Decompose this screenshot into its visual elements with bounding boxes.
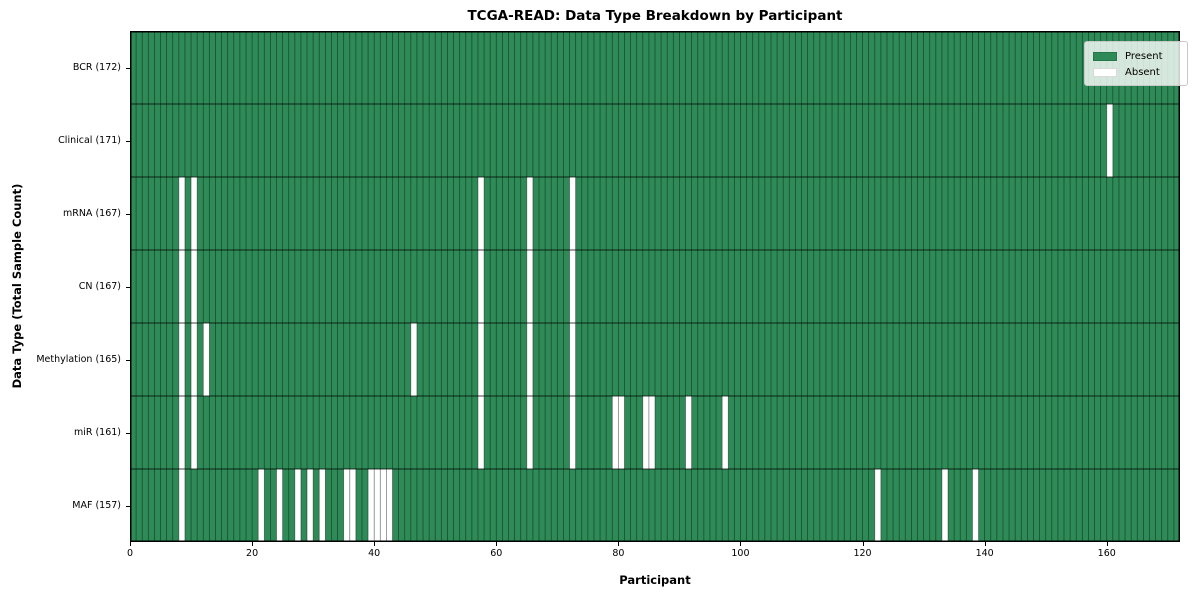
y-tick-mark bbox=[126, 67, 130, 69]
y-tick-label: Clinical (171) bbox=[58, 134, 121, 146]
x-tick-label: 60 bbox=[490, 548, 503, 559]
x-tick-mark bbox=[130, 542, 131, 546]
x-tick-mark bbox=[984, 542, 986, 546]
y-tick-mark bbox=[126, 359, 130, 361]
y-tick-label: BCR (172) bbox=[72, 61, 121, 73]
x-tick-label: 160 bbox=[1097, 548, 1116, 559]
heatmap-plot bbox=[130, 31, 1180, 542]
y-tick-mark bbox=[126, 505, 130, 507]
legend-swatch-absent bbox=[1093, 67, 1117, 77]
x-tick-label: 40 bbox=[368, 548, 381, 559]
x-tick-mark bbox=[740, 542, 742, 546]
x-tick-mark bbox=[1106, 542, 1108, 546]
legend-entry: Absent bbox=[1093, 64, 1179, 80]
x-tick-label: 120 bbox=[853, 548, 872, 559]
x-tick-mark bbox=[252, 542, 254, 546]
x-tick-label: 80 bbox=[612, 548, 625, 559]
x-tick-mark bbox=[496, 542, 498, 546]
chart-title: TCGA-READ: Data Type Breakdown by Partic… bbox=[467, 8, 843, 24]
y-tick-mark bbox=[126, 140, 130, 142]
y-tick-label: CN (167) bbox=[78, 280, 121, 292]
y-tick-label: MAF (157) bbox=[72, 499, 121, 511]
y-tick-mark bbox=[126, 432, 130, 434]
x-tick-mark bbox=[374, 542, 376, 546]
x-tick-label: 140 bbox=[975, 548, 994, 559]
x-tick-label: 0 bbox=[126, 548, 134, 559]
y-tick-label: miR (161) bbox=[73, 426, 121, 438]
y-tick-mark bbox=[126, 286, 130, 288]
legend-entry: Present bbox=[1093, 48, 1179, 64]
y-tick-mark bbox=[126, 213, 130, 215]
y-tick-label: mRNA (167) bbox=[62, 207, 121, 219]
legend: Present Absent bbox=[1084, 41, 1188, 86]
legend-label: Absent bbox=[1125, 66, 1160, 78]
x-tick-mark bbox=[862, 542, 864, 546]
legend-label: Present bbox=[1125, 50, 1163, 62]
legend-swatch-present bbox=[1093, 51, 1117, 61]
x-tick-label: 100 bbox=[731, 548, 750, 559]
x-tick-mark bbox=[618, 542, 620, 546]
x-tick-label: 20 bbox=[246, 548, 259, 559]
y-tick-label: Methylation (165) bbox=[36, 353, 121, 365]
x-axis-label: Participant bbox=[619, 573, 691, 587]
